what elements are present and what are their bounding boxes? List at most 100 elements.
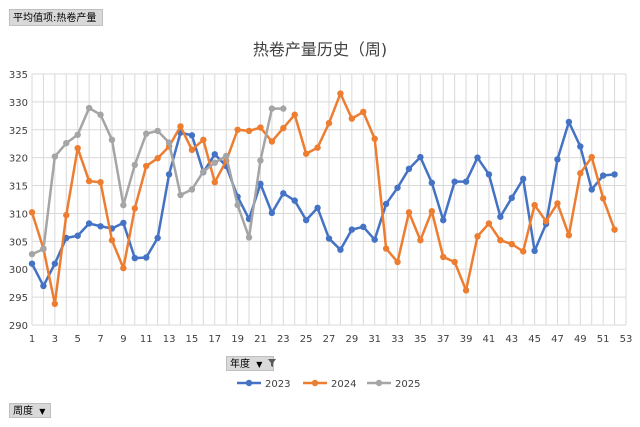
series-line <box>30 92 616 306</box>
data-point <box>222 152 230 160</box>
y-tick-label: 330 <box>9 98 28 109</box>
data-point <box>371 236 378 243</box>
data-point <box>40 282 47 290</box>
data-point <box>474 154 481 161</box>
x-tick-label: 45 <box>528 334 541 345</box>
year-filter-button[interactable]: 年度 ▼ <box>226 356 276 371</box>
week-field-label: 周度 <box>13 406 33 417</box>
data-point <box>108 136 116 144</box>
data-point <box>497 213 504 220</box>
x-tick-label: 5 <box>75 334 81 345</box>
data-point <box>519 248 527 255</box>
data-point <box>611 226 618 233</box>
y-tick-label: 290 <box>9 321 28 332</box>
x-tick-label: 7 <box>97 334 103 345</box>
data-point <box>314 144 321 151</box>
data-point <box>51 300 59 308</box>
data-point <box>565 118 573 126</box>
data-point <box>245 127 253 135</box>
data-point <box>599 172 607 179</box>
x-tick-label: 47 <box>551 334 564 345</box>
week-field-button[interactable]: 周度 ▼ <box>9 403 51 418</box>
data-point <box>348 226 356 233</box>
data-point <box>131 205 139 212</box>
year-filter-label: 年度 <box>230 359 250 370</box>
data-point <box>302 150 310 157</box>
data-point <box>97 179 104 186</box>
x-tick-label: 51 <box>597 334 610 345</box>
dropdown-arrow-icon: ▼ <box>256 360 263 369</box>
y-tick-label: 320 <box>9 154 28 165</box>
data-point <box>360 108 367 116</box>
y-tick-label: 325 <box>9 126 28 137</box>
data-point <box>211 151 218 158</box>
data-point <box>188 132 196 139</box>
data-point <box>63 211 70 219</box>
data-point <box>268 209 276 217</box>
x-tick-label: 25 <box>300 334 313 345</box>
data-point <box>337 246 344 253</box>
data-point <box>177 123 184 130</box>
data-point <box>314 204 321 212</box>
data-point <box>74 131 81 138</box>
data-point <box>154 155 161 162</box>
data-point <box>40 245 47 253</box>
legend-marker <box>245 379 253 387</box>
data-point <box>85 104 93 112</box>
legend-marker <box>311 379 319 387</box>
x-tick-label: 15 <box>186 334 199 345</box>
y-tick-label: 310 <box>9 209 28 220</box>
legend-label: 2024 <box>331 379 356 390</box>
x-tick-label: 37 <box>437 334 450 345</box>
x-tick-label: 11 <box>140 334 153 345</box>
series-2025 <box>28 104 287 258</box>
x-tick-label: 31 <box>368 334 381 345</box>
data-point <box>97 111 104 118</box>
data-point <box>348 115 356 122</box>
data-point <box>120 201 127 209</box>
data-point <box>131 254 139 262</box>
data-point <box>440 216 447 224</box>
data-point <box>268 105 276 112</box>
data-point <box>417 237 424 244</box>
x-tick-label: 3 <box>52 334 58 345</box>
data-point <box>85 177 93 185</box>
x-tick-label: 1 <box>29 334 35 345</box>
value-field-button[interactable]: 平均值项:热卷产量 <box>9 9 103 26</box>
data-point <box>451 258 458 266</box>
data-point <box>234 126 241 133</box>
data-point <box>485 171 493 178</box>
data-point <box>474 233 481 240</box>
y-tick-label: 295 <box>9 293 28 304</box>
data-point <box>63 139 70 147</box>
data-point <box>508 194 515 202</box>
data-point <box>120 264 127 272</box>
data-point <box>325 235 333 242</box>
x-tick-label: 43 <box>505 334 518 345</box>
x-tick-label: 23 <box>277 334 290 345</box>
data-point <box>531 201 538 209</box>
data-point <box>577 143 584 150</box>
legend-marker <box>375 379 383 387</box>
data-point <box>257 180 264 188</box>
data-point <box>519 175 527 183</box>
data-point <box>154 127 161 135</box>
data-point <box>611 171 618 178</box>
data-point <box>417 153 424 161</box>
data-point <box>542 218 550 225</box>
data-point <box>234 201 241 209</box>
x-tick-label: 39 <box>460 334 473 345</box>
data-point <box>188 146 196 154</box>
data-point <box>143 162 150 170</box>
x-tick-label: 29 <box>345 334 358 345</box>
data-point <box>211 179 218 186</box>
data-point <box>451 178 458 185</box>
data-point <box>302 216 310 224</box>
data-point <box>51 260 59 267</box>
x-tick-label: 9 <box>120 334 126 345</box>
data-point <box>531 247 538 255</box>
data-point <box>257 157 264 164</box>
data-point <box>97 223 104 230</box>
data-point <box>440 253 447 261</box>
data-point <box>360 223 367 231</box>
